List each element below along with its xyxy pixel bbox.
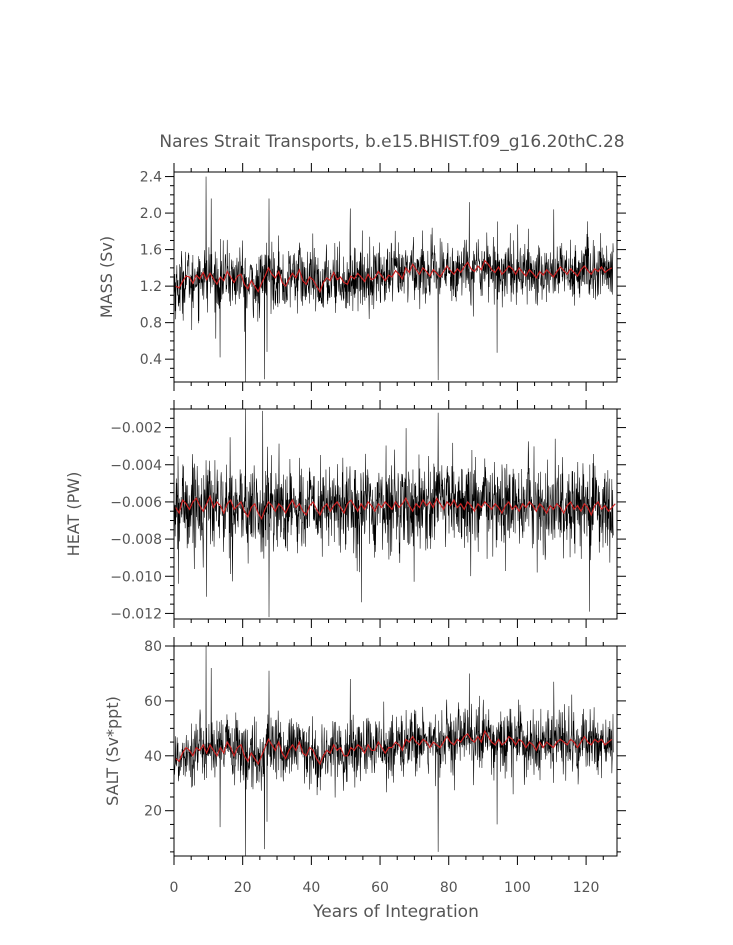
y-tick-label: −0.002 (110, 421, 162, 437)
x-tick-labels: 0 20 40 60 80 100 120 (170, 880, 600, 896)
y-tick-label: 1.2 (140, 279, 162, 295)
annual-mean-series-salt (175, 729, 613, 766)
panel-salt: 20 40 60 80 SALT (Sv*ppt) (103, 637, 626, 865)
y-tick-label: −0.010 (110, 569, 162, 585)
y-tick-label: 20 (144, 804, 162, 820)
x-axis-label: Years of Integration (312, 902, 479, 922)
y-tick-label: 40 (144, 749, 162, 765)
panel-frame-salt (173, 645, 618, 857)
y-tick-label: −0.008 (110, 532, 162, 548)
monthly-series-salt (173, 645, 614, 857)
x-tick-label: 20 (234, 880, 252, 896)
panel-heat: −0.012 −0.010 −0.008 −0.006 −0.004 −0.002 HEA… (64, 400, 626, 628)
y-tick-label: 0.4 (140, 352, 162, 368)
ylabel-heat: HEAT (PW) (64, 472, 83, 557)
panel-frame-heat (173, 408, 618, 620)
x-tick-label: 120 (573, 880, 600, 896)
y-tick-label: 80 (144, 639, 162, 655)
monthly-series-mass (173, 176, 614, 383)
panel-mass: 0.4 0.8 1.2 1.6 2.0 2.4 MASS (Sv) (97, 163, 626, 391)
y-tick-label: −0.012 (110, 606, 162, 622)
x-tick-label: 60 (371, 880, 389, 896)
ylabel-salt: SALT (Sv*ppt) (103, 696, 122, 806)
x-tick-label: 80 (440, 880, 458, 896)
x-tick-label: 0 (170, 880, 179, 896)
y-tick-label: 2.0 (140, 206, 162, 222)
x-tick-label: 100 (504, 880, 531, 896)
y-tick-label: 60 (144, 694, 162, 710)
chart-title: Nares Strait Transports, b.e15.BHIST.f09… (159, 132, 624, 152)
ylabel-mass: MASS (Sv) (97, 236, 116, 318)
monthly-series-heat (173, 408, 614, 618)
y-tick-label: 0.8 (140, 316, 162, 332)
annual-mean-series-mass (175, 259, 613, 293)
y-tick-label: 2.4 (140, 170, 162, 186)
x-tick-label: 40 (302, 880, 320, 896)
annual-mean-series-heat (175, 494, 616, 521)
y-tick-label: 1.6 (140, 243, 162, 259)
y-tick-label: −0.004 (110, 458, 162, 474)
y-tick-label: −0.006 (110, 495, 162, 511)
